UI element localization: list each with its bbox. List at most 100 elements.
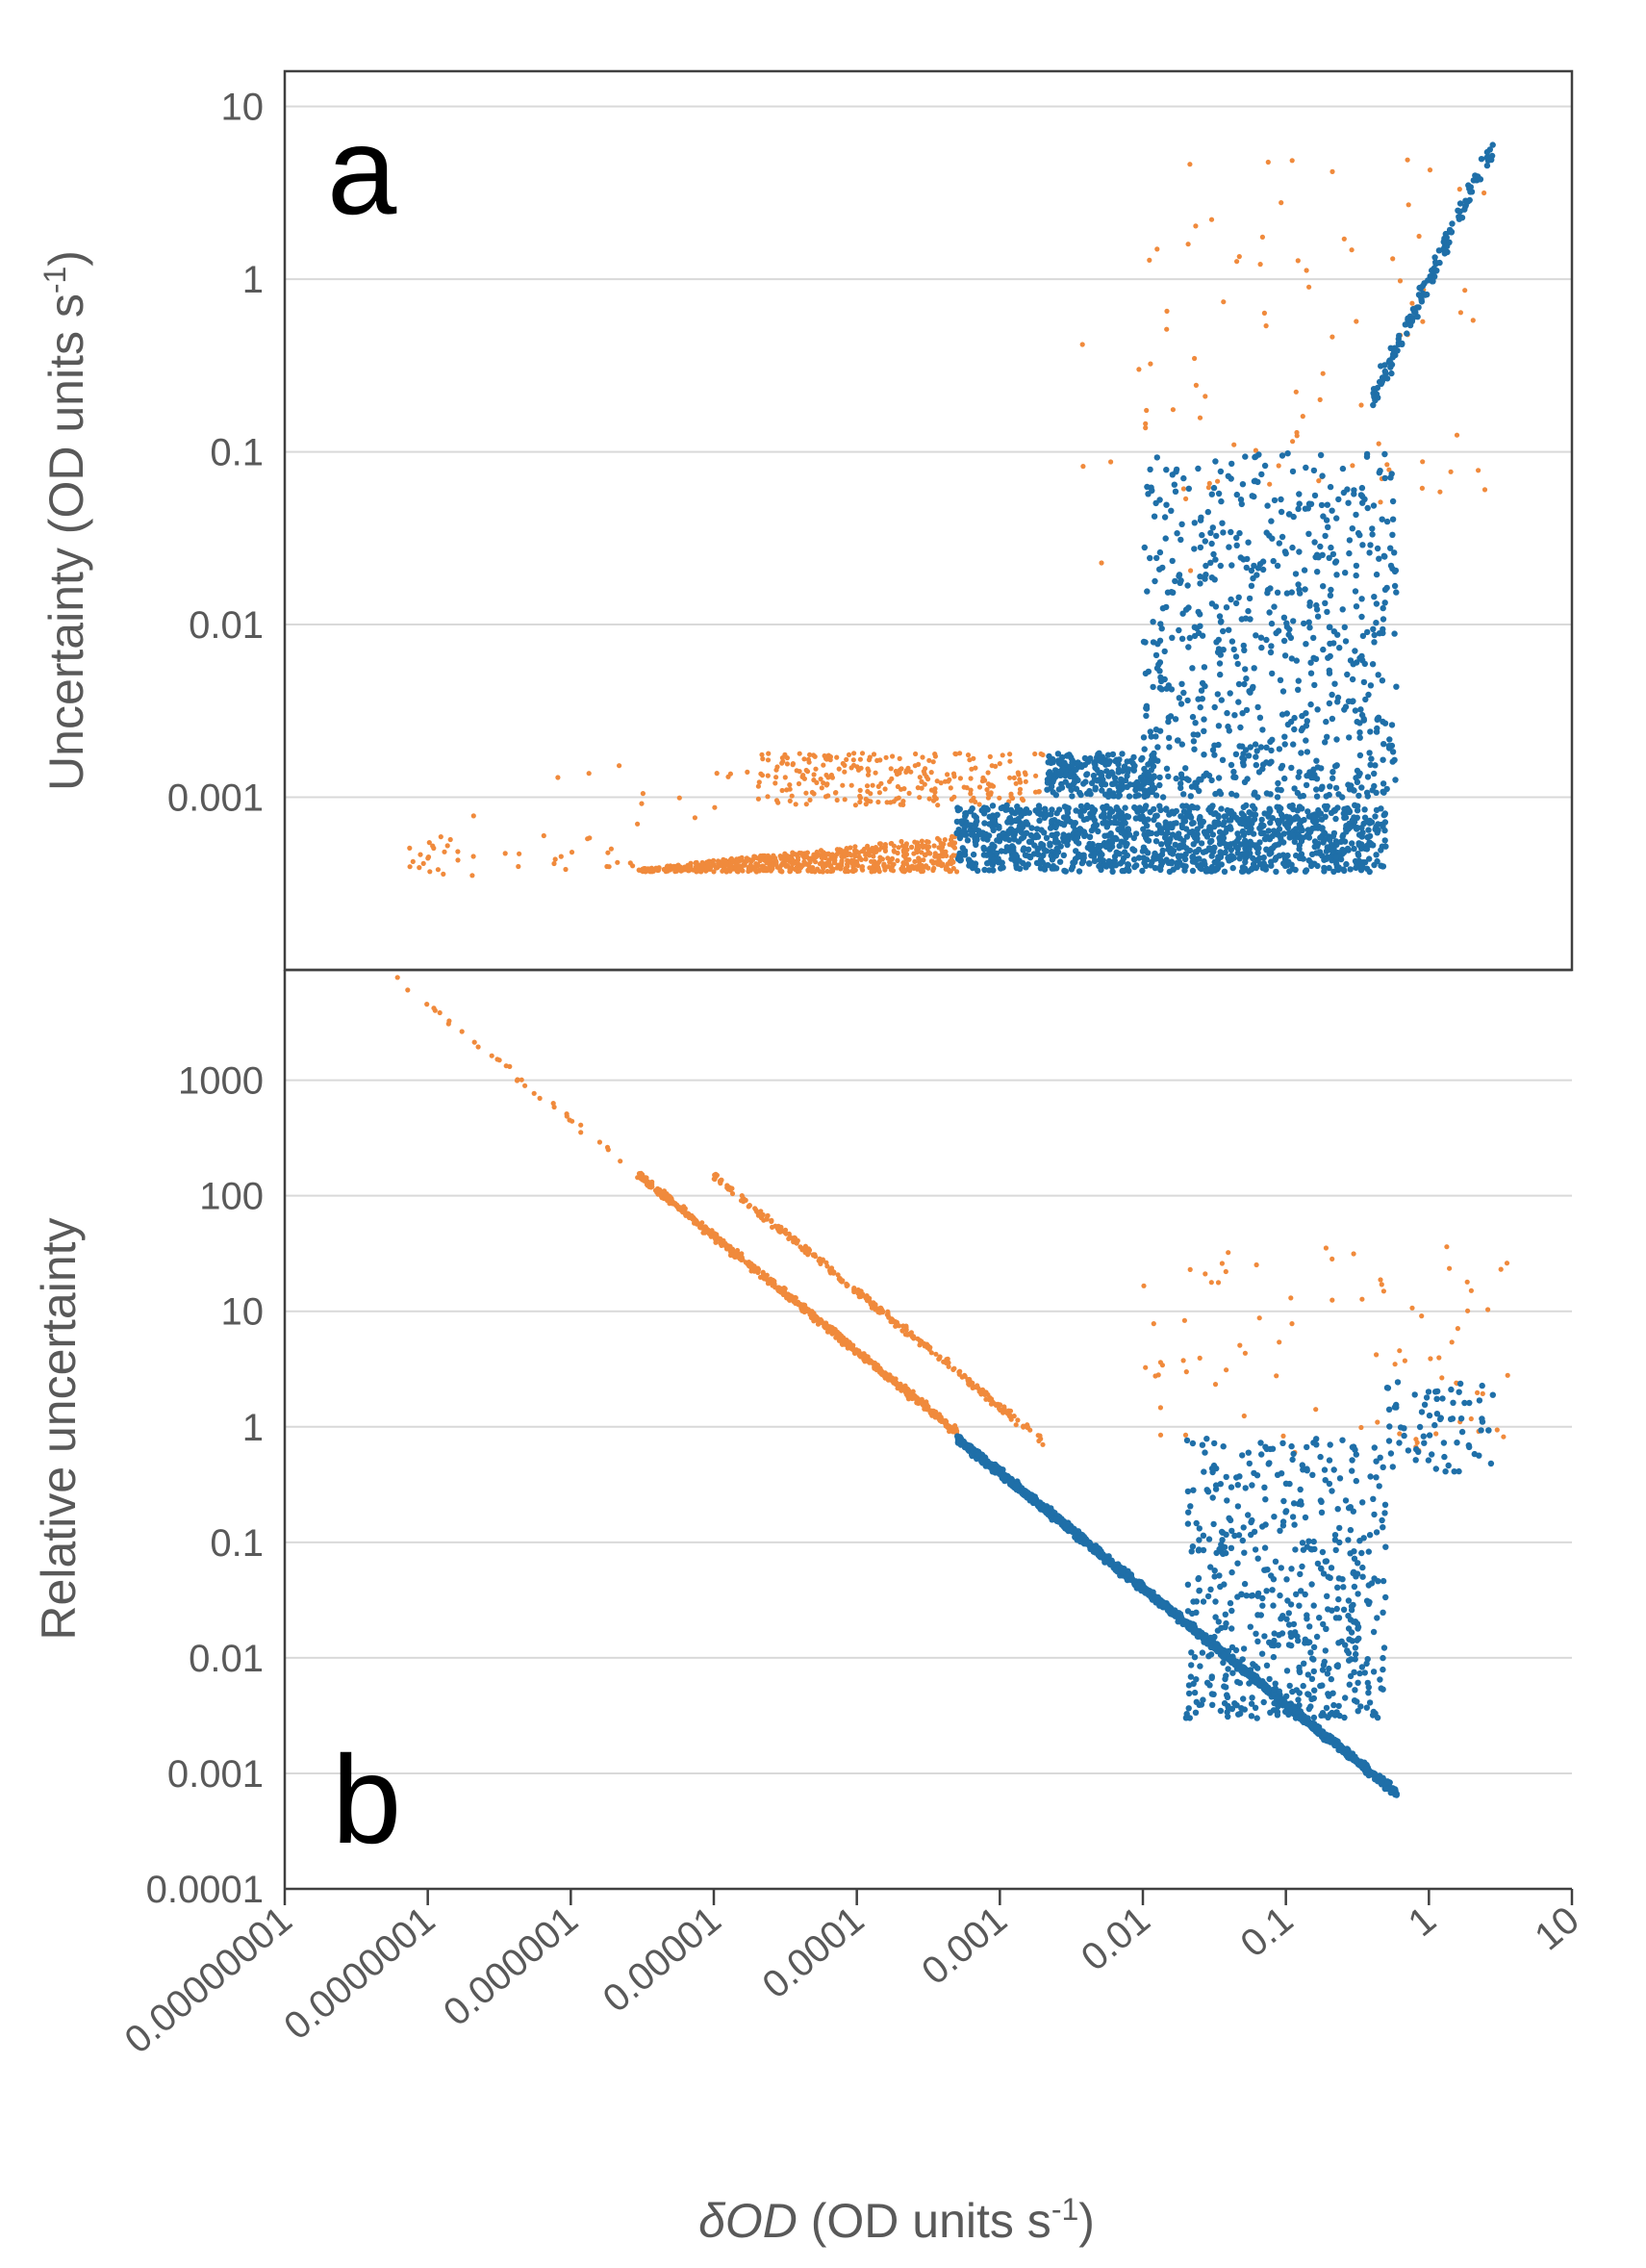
- panel-a-point-blue: [1171, 810, 1178, 817]
- panel-a-point-orange: [906, 856, 912, 862]
- panel-a-point-blue: [1328, 586, 1334, 594]
- panel-a-point-blue: [1208, 853, 1215, 859]
- panel-b-point-orange: [1378, 1277, 1383, 1283]
- panel-a-point-blue: [1228, 761, 1235, 769]
- panel-b-point-orange: [786, 1231, 792, 1236]
- panel-b-point-orange: [874, 1365, 880, 1372]
- panel-a-point-blue: [1478, 156, 1485, 163]
- panel-a-point-blue: [1313, 757, 1320, 764]
- panel-a-point-orange: [517, 851, 522, 856]
- panel-a-point-blue: [1203, 562, 1209, 570]
- panel-a-point-blue: [1096, 750, 1102, 756]
- panel-b-point-orange: [1197, 1355, 1203, 1361]
- panel-a-point-blue: [1373, 600, 1380, 607]
- panel-a-point-blue: [1247, 616, 1253, 623]
- panel-a-point-blue: [1116, 756, 1123, 763]
- panel-a-point-blue: [1341, 624, 1349, 630]
- panel-a-point-orange: [949, 854, 954, 860]
- panel-a-point-blue: [1268, 620, 1276, 627]
- panel-a-point-orange: [1197, 415, 1203, 420]
- panel-a-point-blue: [1318, 501, 1326, 509]
- panel-a-point-orange: [950, 771, 957, 777]
- panel-a-point-blue: [1180, 474, 1187, 482]
- panel-a-point-blue: [1366, 855, 1373, 862]
- panel-a-point-blue: [1271, 842, 1279, 850]
- panel-a-point-blue: [1242, 837, 1249, 844]
- panel-a-point-orange: [813, 766, 819, 772]
- panel-b-point-orange: [475, 1044, 481, 1050]
- panel-a-point-blue: [1168, 507, 1175, 514]
- panel-a-point-blue: [1162, 535, 1169, 542]
- panel-a-point-orange: [1221, 299, 1227, 305]
- panel-a-point-blue: [1342, 570, 1349, 576]
- panel-a-point-blue: [1081, 831, 1089, 838]
- panel-b-point-orange: [774, 1225, 780, 1231]
- panel-a-point-orange: [930, 860, 936, 866]
- panel-b-point-orange: [665, 1197, 671, 1204]
- panel-a-point-blue: [1246, 846, 1253, 853]
- panel-a-point-blue: [1334, 631, 1341, 638]
- panel-a-point-blue: [1331, 680, 1338, 687]
- panel-a-point-orange: [555, 775, 561, 780]
- panel-a-point-orange: [425, 855, 431, 861]
- panel-a-point-blue: [1324, 501, 1331, 508]
- panel-a-point-orange: [945, 772, 950, 777]
- panel-a-point-blue: [1156, 548, 1164, 556]
- panel-a-point-blue: [1106, 805, 1114, 813]
- panel-a-point-orange: [899, 843, 906, 849]
- panel-b-y-tick-label: 10: [221, 1291, 265, 1334]
- panel-a-point-orange: [709, 862, 716, 868]
- panel-a-point-blue: [1304, 749, 1311, 755]
- panel-a-point-orange: [915, 866, 921, 872]
- panel-a-point-blue: [1189, 867, 1197, 875]
- panel-b-point-orange: [1397, 1348, 1403, 1354]
- panel-b-point-orange: [1157, 1432, 1164, 1438]
- panel-a-point-orange: [807, 797, 813, 803]
- panel-a-point-blue: [1049, 806, 1055, 813]
- panel-a-point-orange: [668, 867, 673, 873]
- panel-a-point-orange: [1419, 485, 1425, 491]
- panel-b-point-orange: [824, 1263, 830, 1269]
- panel-a-point-blue: [1289, 544, 1296, 551]
- panel-a-point-blue: [1239, 820, 1247, 828]
- panel-a-point-orange: [1185, 242, 1191, 247]
- panel-a-point-blue: [1332, 784, 1340, 792]
- panel-a-point-blue: [1315, 840, 1322, 847]
- panel-a-point-orange: [693, 860, 698, 866]
- panel-a-point-orange: [968, 791, 974, 797]
- panel-a-point-blue: [1391, 568, 1399, 575]
- panel-a-point-orange: [1320, 370, 1326, 376]
- panel-a-point-blue: [1254, 478, 1261, 486]
- panel-a-point-orange: [947, 777, 952, 782]
- panel-a-point-orange: [427, 869, 433, 875]
- panel-a-point-orange: [1481, 190, 1487, 196]
- panel-a-point-blue: [1304, 718, 1311, 725]
- panel-a-point-blue: [1280, 860, 1287, 867]
- panel-a-point-blue: [1319, 826, 1326, 832]
- panel-a-point-blue: [1109, 834, 1116, 841]
- panel-a-point-blue: [1048, 853, 1054, 859]
- panel-a-point-blue: [1082, 778, 1089, 785]
- panel-a-point-orange: [831, 860, 838, 866]
- panel-b-point-orange: [938, 1414, 944, 1420]
- panel-a-point-orange: [773, 775, 779, 780]
- panel-a-point-orange: [948, 858, 953, 864]
- panel-a-point-blue: [1367, 728, 1374, 735]
- panel-a-point-blue: [1180, 689, 1187, 697]
- panel-a-point-blue: [1201, 664, 1208, 671]
- panel-a-point-blue: [1339, 606, 1346, 613]
- panel-a-point-blue: [1357, 492, 1365, 498]
- panel-b-point-orange: [1040, 1441, 1046, 1447]
- panel-a-point-blue: [1197, 573, 1203, 580]
- panel-b-point-orange: [712, 1234, 718, 1239]
- panel-b-point-orange: [522, 1083, 528, 1088]
- panel-a-point-orange: [857, 787, 863, 794]
- panel-b-point-orange: [1358, 1424, 1364, 1431]
- panel-a-point-blue: [1279, 452, 1286, 459]
- panel-a-point-orange: [877, 841, 884, 847]
- panel-a-point-blue: [1094, 777, 1102, 784]
- panel-a-point-blue: [1158, 826, 1165, 832]
- panel-a-point-blue: [1147, 466, 1153, 473]
- panel-b-point-orange: [1379, 1282, 1384, 1287]
- panel-a-point-orange: [952, 751, 958, 756]
